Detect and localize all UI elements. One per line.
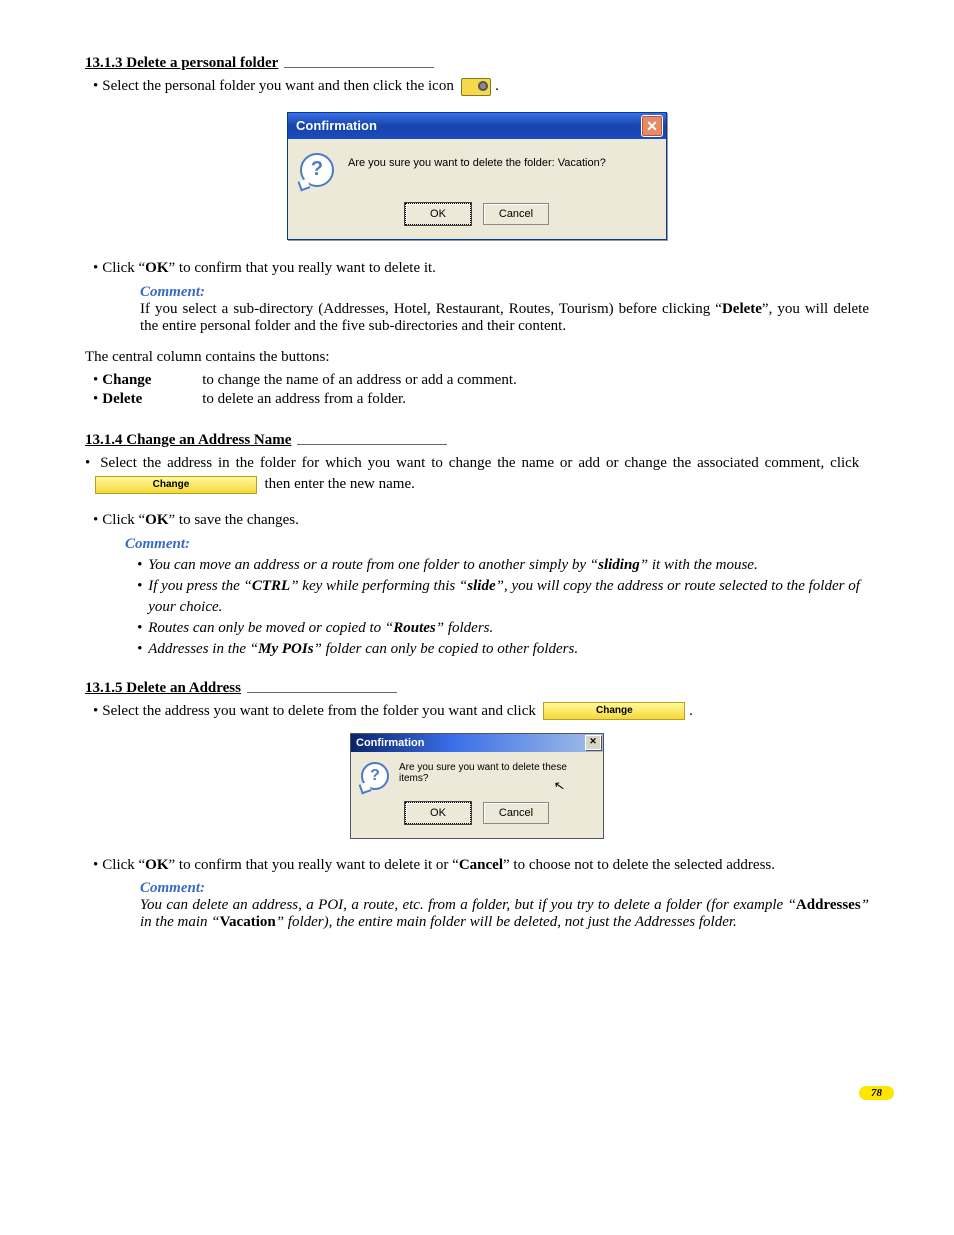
comment-label: Comment: <box>140 880 869 897</box>
close-icon[interactable]: ✕ <box>641 115 663 137</box>
question-icon: ? <box>361 762 389 790</box>
section-heading-13-1-3: 13.1.3 Delete a personal folder <box>85 55 869 72</box>
confirmation-dialog-folder: Confirmation ✕ ? Are you sure you want t… <box>287 112 667 240</box>
change-label: Change <box>102 372 151 388</box>
heading-rule <box>297 444 447 445</box>
section-number: 13.1.5 <box>85 680 123 696</box>
document-page: 13.1.3 Delete a personal folder •Select … <box>0 0 954 1140</box>
dialog-titlebar: Confirmation ✕ <box>351 734 603 752</box>
comment-block-3: Comment: You can delete an address, a PO… <box>140 880 869 931</box>
page-number-badge: 78 <box>859 1086 894 1100</box>
dialog-message: Are you sure you want to delete the fold… <box>348 153 606 187</box>
section-heading-13-1-4: 13.1.4 Change an Address Name <box>85 432 869 449</box>
change-button[interactable]: Change <box>543 702 685 720</box>
delete-folder-icon <box>461 78 491 96</box>
question-icon: ? <box>300 153 334 187</box>
ok-button[interactable]: OK <box>405 802 471 824</box>
close-icon[interactable]: ✕ <box>585 735 601 750</box>
comment-list: •You can move an address or a route from… <box>125 555 869 660</box>
section-title: Delete a personal folder <box>126 55 278 71</box>
bullet-click-ok: •Click “OK” to confirm that you really w… <box>85 258 869 280</box>
dialog-title: Confirmation <box>356 737 424 749</box>
ok-button[interactable]: OK <box>405 203 471 225</box>
text: Select the personal folder you want and … <box>102 78 454 94</box>
cancel-button[interactable]: Cancel <box>483 203 549 225</box>
change-desc: to change the name of an address or add … <box>202 372 516 389</box>
bullet-change-address: • Select the address in the folder for w… <box>85 453 869 497</box>
confirmation-dialog-items: Confirmation ✕ ? Are you sure you want t… <box>350 733 604 839</box>
delete-label: Delete <box>102 391 142 407</box>
bullet-save-changes: •Click “OK” to save the changes. <box>85 510 869 532</box>
comment-label: Comment: <box>140 284 869 301</box>
section-title: Delete an Address <box>126 680 241 696</box>
comment-block-2: Comment: <box>125 536 869 553</box>
section-number: 13.1.4 <box>85 432 123 448</box>
heading-rule <box>247 692 397 693</box>
heading-rule <box>284 67 434 68</box>
dialog-message: Are you sure you want to delete these it… <box>399 762 595 790</box>
section-heading-13-1-5: 13.1.5 Delete an Address <box>85 680 869 697</box>
comment-text: If you select a sub-directory (Addresses… <box>140 301 869 335</box>
bullet-select-folder: •Select the personal folder you want and… <box>85 76 869 98</box>
dialog-title: Confirmation <box>296 118 377 133</box>
bullet-delete-address: •Select the address you want to delete f… <box>85 701 869 723</box>
dialog-titlebar: Confirmation ✕ <box>288 113 666 139</box>
cancel-button[interactable]: Cancel <box>483 802 549 824</box>
comment-text: You can delete an address, a POI, a rout… <box>140 897 869 931</box>
delete-desc: to delete an address from a folder. <box>202 391 406 408</box>
bullet-confirm-delete: •Click “OK” to confirm that you really w… <box>85 855 869 877</box>
comment-label: Comment: <box>125 536 869 553</box>
comment-block-1: Comment: If you select a sub-directory (… <box>140 284 869 335</box>
central-buttons-intro: The central column contains the buttons: <box>85 347 869 368</box>
section-number: 13.1.3 <box>85 55 123 71</box>
change-button[interactable]: Change <box>95 476 257 494</box>
button-descriptions: • Change to change the name of an addres… <box>85 372 869 408</box>
section-title: Change an Address Name <box>126 432 291 448</box>
